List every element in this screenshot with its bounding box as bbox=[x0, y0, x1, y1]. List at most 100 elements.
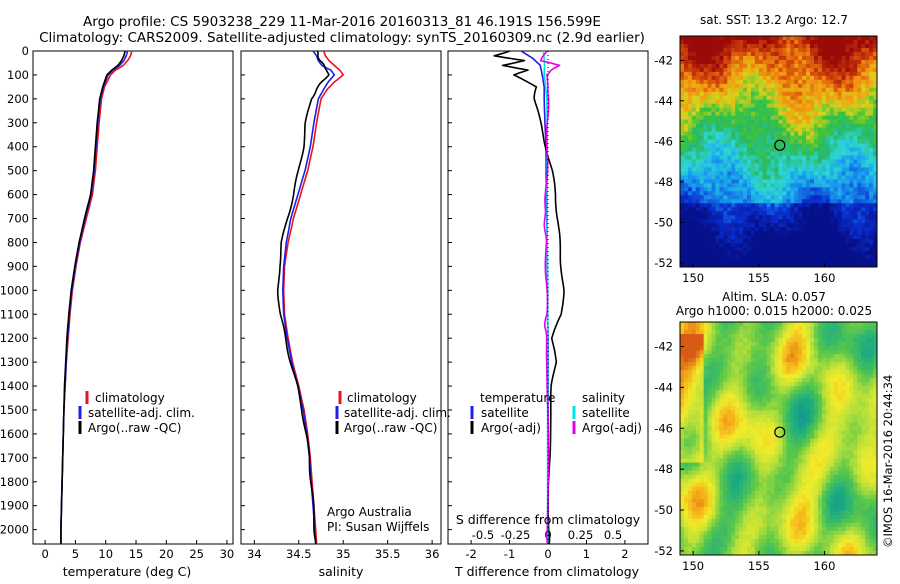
sst-cell bbox=[775, 211, 779, 215]
sla-cell bbox=[790, 430, 794, 434]
sla-cell bbox=[853, 386, 857, 390]
sst-cell bbox=[849, 235, 853, 239]
sst-cell bbox=[838, 187, 842, 191]
sst-cell bbox=[743, 167, 747, 171]
sla-cell bbox=[684, 322, 688, 326]
sst-cell bbox=[798, 124, 802, 128]
sla-cell bbox=[810, 459, 814, 463]
sla-cell bbox=[747, 342, 751, 346]
sla-cell bbox=[861, 463, 865, 467]
sst-cell bbox=[834, 128, 838, 132]
sla-cell bbox=[861, 342, 865, 346]
sst-cell bbox=[810, 96, 814, 100]
sst-cell bbox=[763, 175, 767, 179]
sla-cell bbox=[857, 418, 861, 422]
sst-cell bbox=[723, 243, 727, 247]
sst-cell bbox=[790, 183, 794, 187]
sla-cell bbox=[767, 459, 771, 463]
sst-cell bbox=[802, 259, 806, 263]
sst-cell bbox=[755, 140, 759, 144]
sst-cell bbox=[822, 120, 826, 124]
sst-cell bbox=[751, 155, 755, 159]
sst-cell bbox=[857, 56, 861, 60]
sla-cell bbox=[739, 362, 743, 366]
sst-cell bbox=[865, 203, 869, 207]
sst-cell bbox=[735, 108, 739, 112]
depth-tick-label: 700 bbox=[7, 212, 29, 226]
sst-cell bbox=[775, 247, 779, 251]
sla-cell bbox=[696, 422, 700, 426]
sst-cell bbox=[696, 171, 700, 175]
sst-cell bbox=[857, 259, 861, 263]
sla-cell bbox=[743, 410, 747, 414]
sla-cell bbox=[830, 390, 834, 394]
sla-cell bbox=[782, 358, 786, 362]
sla-cell bbox=[751, 414, 755, 418]
sst-cell bbox=[818, 239, 822, 243]
sla-cell bbox=[814, 378, 818, 382]
sst-cell bbox=[680, 152, 684, 156]
sst-cell bbox=[731, 64, 735, 68]
sst-cell bbox=[680, 219, 684, 223]
sst-cell bbox=[782, 112, 786, 116]
sst-cell bbox=[779, 235, 783, 239]
sst-cell bbox=[806, 255, 810, 259]
sla-cell bbox=[700, 451, 704, 455]
sst-cell bbox=[712, 235, 716, 239]
sla-cell bbox=[810, 426, 814, 430]
x-tick-label: 15 bbox=[129, 547, 144, 561]
sla-cell bbox=[700, 374, 704, 378]
sst-cell bbox=[869, 100, 873, 104]
sst-cell bbox=[822, 124, 826, 128]
sst-cell bbox=[806, 100, 810, 104]
sst-cell bbox=[747, 100, 751, 104]
sla-cell bbox=[704, 362, 708, 366]
sst-cell bbox=[680, 96, 684, 100]
sla-cell bbox=[712, 426, 716, 430]
sst-cell bbox=[731, 136, 735, 140]
sla-cell bbox=[869, 414, 873, 418]
sst-cell bbox=[767, 52, 771, 56]
sla-cell bbox=[802, 378, 806, 382]
sla-cell bbox=[696, 378, 700, 382]
sst-cell bbox=[822, 175, 826, 179]
sla-cell bbox=[802, 382, 806, 386]
sla-cell bbox=[822, 386, 826, 390]
legend-label-s-satellite: satellite bbox=[582, 406, 630, 420]
sst-cell bbox=[727, 183, 731, 187]
sst-cell bbox=[779, 155, 783, 159]
depth-tick-label: 100 bbox=[7, 68, 29, 82]
sst-cell bbox=[818, 56, 822, 60]
sst-cell bbox=[723, 179, 727, 183]
sst-cell bbox=[723, 44, 727, 48]
sst-cell bbox=[712, 128, 716, 132]
sst-cell bbox=[861, 243, 865, 247]
sst-cell bbox=[786, 36, 790, 40]
sst-cell bbox=[731, 191, 735, 195]
sst-cell bbox=[684, 64, 688, 68]
sst-cell bbox=[692, 167, 696, 171]
sst-cell bbox=[810, 159, 814, 163]
sst-cell bbox=[822, 171, 826, 175]
sst-cell bbox=[845, 235, 849, 239]
sst-cell bbox=[818, 36, 822, 40]
sst-cell bbox=[759, 76, 763, 80]
sst-cell bbox=[696, 112, 700, 116]
sst-cell bbox=[692, 48, 696, 52]
sst-cell bbox=[743, 140, 747, 144]
sla-cell bbox=[696, 418, 700, 422]
sst-cell bbox=[712, 219, 716, 223]
sst-cell bbox=[715, 88, 719, 92]
sla-cell bbox=[759, 430, 763, 434]
sst-cell bbox=[747, 124, 751, 128]
sla-cell bbox=[853, 410, 857, 414]
sla-cell bbox=[708, 439, 712, 443]
sst-cell bbox=[838, 36, 842, 40]
sla-cell bbox=[786, 382, 790, 386]
sla-cell bbox=[747, 447, 751, 451]
sla-cell bbox=[826, 430, 830, 434]
sla-cell bbox=[794, 439, 798, 443]
sla-cell bbox=[869, 402, 873, 406]
sst-cell bbox=[743, 199, 747, 203]
sst-cell bbox=[704, 199, 708, 203]
